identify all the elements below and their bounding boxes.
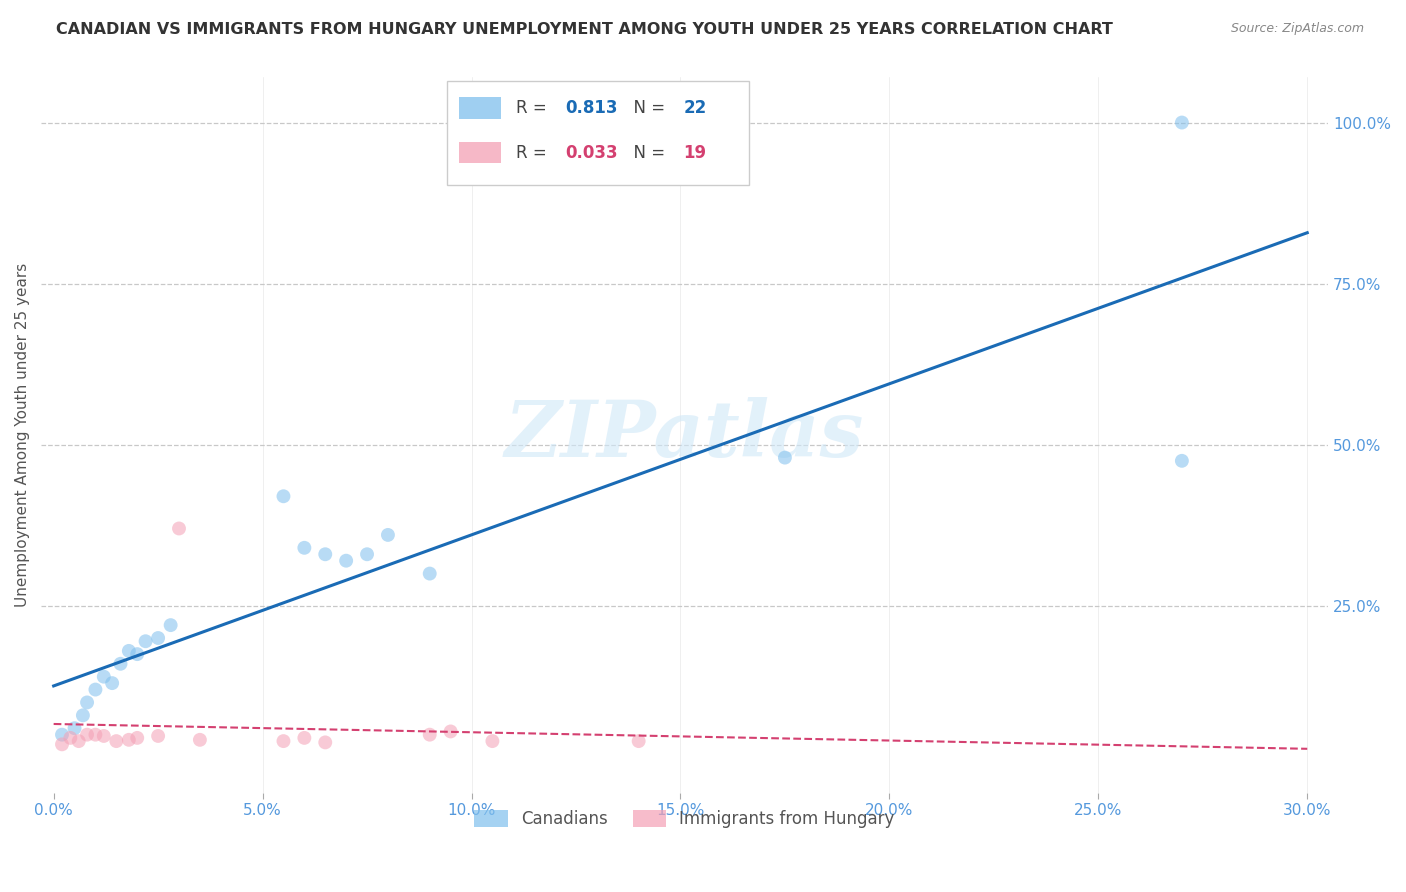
- Point: [167, 521, 190, 535]
- Point: [377, 528, 399, 542]
- Text: R =: R =: [516, 144, 553, 161]
- Point: [135, 634, 157, 648]
- Point: [51, 737, 73, 751]
- Point: [127, 731, 149, 745]
- Point: [118, 644, 141, 658]
- Text: ZIPatlas: ZIPatlas: [505, 397, 865, 474]
- Point: [118, 732, 141, 747]
- Point: [51, 728, 73, 742]
- Point: [72, 708, 94, 723]
- Point: [63, 721, 86, 735]
- Point: [146, 631, 169, 645]
- Point: [76, 695, 98, 709]
- Point: [481, 734, 503, 748]
- Point: [93, 729, 115, 743]
- Point: [127, 647, 149, 661]
- Point: [105, 734, 128, 748]
- FancyBboxPatch shape: [447, 81, 749, 185]
- Point: [1171, 454, 1194, 468]
- Point: [419, 566, 441, 581]
- Point: [273, 489, 295, 503]
- FancyBboxPatch shape: [460, 97, 501, 119]
- Point: [84, 682, 107, 697]
- Text: 19: 19: [683, 144, 706, 161]
- Point: [59, 731, 82, 745]
- Text: 22: 22: [683, 99, 707, 117]
- Text: R =: R =: [516, 99, 553, 117]
- Point: [101, 676, 124, 690]
- Y-axis label: Unemployment Among Youth under 25 years: Unemployment Among Youth under 25 years: [15, 263, 30, 607]
- Point: [76, 728, 98, 742]
- Point: [110, 657, 132, 671]
- Point: [188, 732, 211, 747]
- Text: 0.033: 0.033: [565, 144, 617, 161]
- Point: [419, 728, 441, 742]
- Point: [159, 618, 181, 632]
- FancyBboxPatch shape: [460, 142, 501, 163]
- Text: Source: ZipAtlas.com: Source: ZipAtlas.com: [1230, 22, 1364, 36]
- Point: [439, 724, 461, 739]
- Point: [314, 735, 336, 749]
- Point: [67, 734, 90, 748]
- Point: [356, 547, 378, 561]
- Point: [146, 729, 169, 743]
- Point: [627, 734, 650, 748]
- Point: [773, 450, 796, 465]
- Point: [292, 541, 315, 555]
- Point: [292, 731, 315, 745]
- Text: CANADIAN VS IMMIGRANTS FROM HUNGARY UNEMPLOYMENT AMONG YOUTH UNDER 25 YEARS CORR: CANADIAN VS IMMIGRANTS FROM HUNGARY UNEM…: [56, 22, 1114, 37]
- Point: [93, 670, 115, 684]
- Point: [314, 547, 336, 561]
- Point: [335, 554, 357, 568]
- Text: N =: N =: [623, 99, 671, 117]
- Legend: Canadians, Immigrants from Hungary: Canadians, Immigrants from Hungary: [468, 803, 901, 834]
- Point: [84, 728, 107, 742]
- Point: [1171, 115, 1194, 129]
- Point: [273, 734, 295, 748]
- Text: N =: N =: [623, 144, 671, 161]
- Text: 0.813: 0.813: [565, 99, 617, 117]
